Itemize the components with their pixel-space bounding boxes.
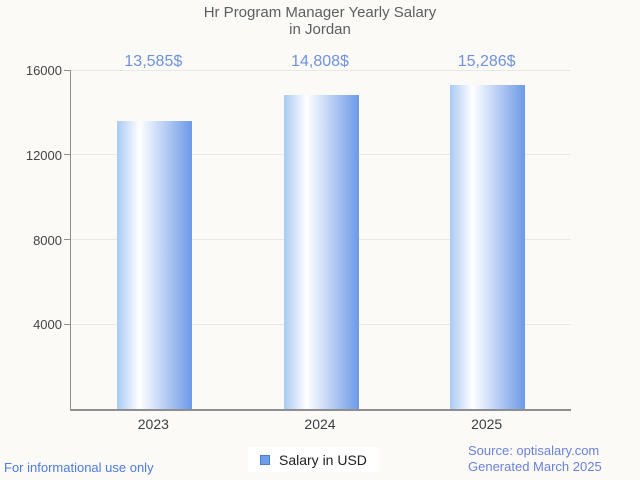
- bar-2025: [450, 85, 526, 409]
- bar-2023: [116, 121, 192, 409]
- y-axis-tick-16000: [64, 69, 71, 71]
- y-axis-label-16000: 16000: [25, 63, 62, 78]
- y-axis-label-12000: 12000: [25, 147, 62, 163]
- footer-disclaimer: For informational use only: [4, 460, 154, 475]
- y-axis-tick-8000: [64, 239, 71, 240]
- y-axis-label-4000: 4000: [33, 317, 62, 333]
- y-axis-label-8000: 8000: [33, 232, 62, 248]
- footer-source-line2: Generated March 2025: [468, 459, 602, 474]
- chart-title-line1: Hr Program Manager Yearly Salary: [203, 4, 437, 21]
- legend-color-swatch: [260, 454, 270, 465]
- bar-value-label-2025: 15,286$: [457, 53, 516, 70]
- y-axis-tick-12000: [64, 154, 71, 156]
- footer-source-line1: Source: optisalary.com: [468, 443, 600, 458]
- bar-2024: [283, 95, 359, 409]
- x-axis-label-2025: 2025: [471, 416, 503, 432]
- chart-title: Hr Program Manager Yearly Salary in Jord…: [0, 4, 640, 38]
- legend: Salary in USD: [248, 447, 379, 472]
- y-axis-tick-4000: [64, 323, 71, 325]
- plot-area: [64, 69, 571, 411]
- footer-source: Source: optisalary.com Generated March 2…: [468, 443, 602, 475]
- bar-value-label-2023: 13,585$: [124, 53, 183, 70]
- x-axis-label-2023: 2023: [137, 416, 169, 432]
- gridline-16000: [71, 69, 571, 71]
- chart-title-line2: in Jordan: [289, 21, 351, 38]
- x-axis-label-2024: 2024: [304, 416, 336, 432]
- bar-value-label-2024: 14,808$: [291, 53, 349, 70]
- legend-label: Salary in USD: [279, 451, 367, 468]
